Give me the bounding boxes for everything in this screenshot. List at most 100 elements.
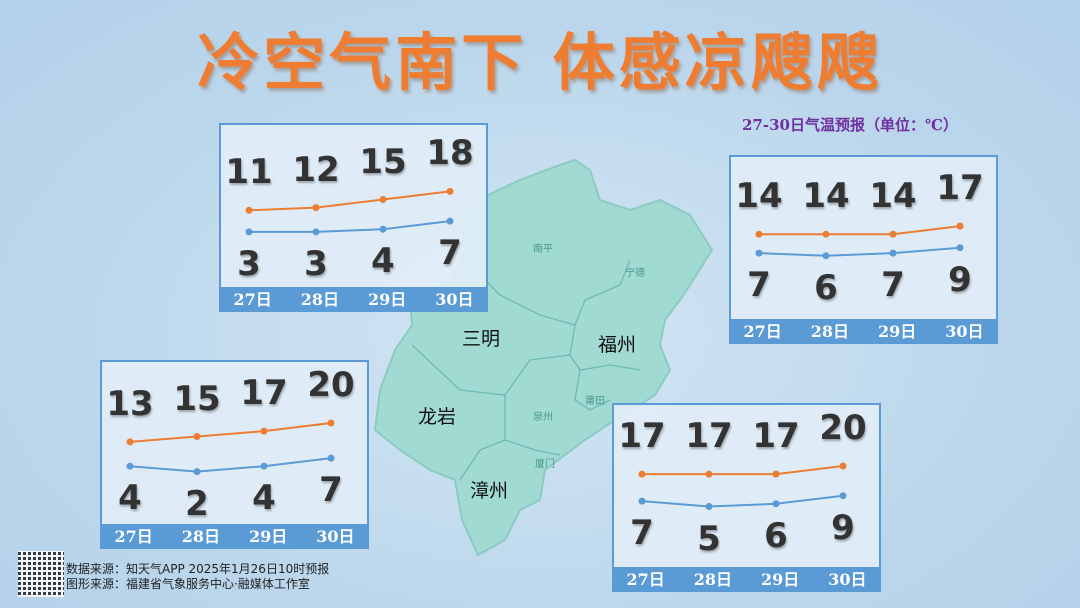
low-temp-point — [260, 462, 268, 470]
high-temp-point — [638, 470, 646, 478]
high-temp-point — [327, 419, 335, 427]
high-temp-point — [312, 204, 320, 212]
low-temp-point — [193, 468, 201, 476]
low-temp-point — [839, 492, 847, 500]
map-label-xiamen: 厦门 — [535, 459, 555, 470]
low-temp-label: 7 — [438, 233, 462, 274]
low-temp-label: 4 — [252, 478, 276, 519]
date-label: 27日 — [743, 322, 782, 341]
high-temp-point — [772, 470, 780, 478]
low-temp-label: 9 — [948, 259, 972, 300]
map-label-ningde: 宁德 — [625, 268, 645, 279]
date-bar: 27日 28日 29日 30日 — [729, 319, 998, 344]
high-temp-label: 17 — [240, 373, 288, 414]
date-label: 29日 — [248, 527, 288, 546]
low-temp-point — [956, 244, 964, 252]
high-temp-line — [759, 225, 961, 236]
high-temp-point — [755, 230, 763, 238]
high-temp-label: 17 — [685, 416, 733, 457]
high-temp-label: 17 — [936, 168, 984, 209]
high-temp-point — [889, 230, 897, 238]
low-temp-label: 7 — [319, 470, 343, 511]
low-temp-label: 7 — [881, 265, 905, 306]
map-label-nanping: 南平 — [533, 244, 553, 255]
high-temp-line — [248, 190, 451, 212]
high-temp-point — [126, 438, 134, 446]
high-temp-label: 14 — [735, 176, 783, 217]
high-temp-label: 14 — [869, 176, 917, 217]
low-temp-point — [889, 249, 897, 257]
date-bar: 27日 28日 29日 30日 — [100, 524, 369, 549]
low-temp-point — [822, 252, 830, 260]
high-temp-label: 15 — [359, 141, 407, 182]
high-temp-line — [642, 465, 844, 476]
date-label: 28日 — [810, 322, 850, 341]
date-label: 30日 — [435, 290, 474, 309]
low-temp-label: 3 — [304, 243, 328, 284]
low-temp-label: 3 — [237, 243, 261, 284]
high-temp-line — [129, 422, 332, 443]
high-temp-point — [822, 230, 830, 238]
low-temp-label: 6 — [814, 267, 838, 308]
low-temp-label: 2 — [185, 483, 209, 524]
page-title: 冷空气南下 体感凉飕飕 — [197, 26, 883, 99]
map-label-zhangzhou: 漳州 — [470, 480, 509, 502]
date-bar: 27日 28日 29日 30日 — [612, 567, 881, 592]
high-temp-label: 11 — [225, 152, 273, 193]
low-temp-label: 7 — [630, 513, 654, 554]
high-temp-label: 20 — [307, 365, 355, 405]
high-temp-point — [956, 222, 964, 230]
low-temp-label: 4 — [371, 241, 395, 282]
unit-note: 27-30日气温预报（单位：℃） — [742, 116, 958, 134]
date-label: 30日 — [828, 570, 867, 589]
date-label: 29日 — [367, 290, 407, 309]
map-label-longyan: 龙岩 — [418, 406, 457, 428]
low-temp-point — [772, 500, 780, 508]
map-label-putian: 莆田 — [585, 396, 605, 407]
low-temp-line — [249, 220, 451, 233]
high-temp-label: 20 — [819, 408, 867, 448]
temperature-chart — [755, 222, 964, 260]
high-temp-label: 17 — [618, 416, 666, 457]
qr-code — [18, 551, 64, 597]
high-temp-point — [379, 196, 387, 203]
low-temp-label: 4 — [118, 478, 142, 519]
date-label: 29日 — [877, 322, 917, 341]
date-label: 30日 — [316, 527, 355, 546]
high-temp-label: 14 — [802, 176, 850, 217]
forecast-panel-longyan: 13 15 17 20 4 2 4 7 27日 28日 29日 30日 — [100, 360, 369, 549]
date-label: 28日 — [181, 527, 221, 546]
map-label-sanming: 三明 — [462, 328, 501, 350]
temperature-chart — [245, 187, 454, 236]
low-temp-line — [758, 246, 961, 257]
forecast-panel-fuzhou: 14 14 14 17 7 6 7 9 27日 28日 29日 30日 — [729, 155, 998, 344]
footer: 数据来源：知天气APP 2025年1月26日10时预报 图形来源：福建省气象服务… — [66, 562, 329, 592]
date-label: 28日 — [300, 290, 340, 309]
date-label: 29日 — [760, 570, 800, 589]
date-label: 27日 — [114, 527, 153, 546]
low-temp-point — [755, 249, 763, 257]
date-bar: 27日 28日 29日 30日 — [219, 287, 488, 312]
graphic-source: 图形来源：福建省气象服务中心·融媒体工作室 — [66, 577, 310, 591]
date-label: 28日 — [693, 570, 733, 589]
low-temp-point — [126, 462, 134, 470]
high-temp-point — [193, 433, 201, 440]
low-temp-line — [641, 494, 844, 508]
date-label: 30日 — [945, 322, 984, 341]
low-temp-point — [245, 228, 253, 236]
low-temp-point — [705, 503, 713, 510]
low-temp-label: 7 — [747, 265, 771, 306]
high-temp-label: 12 — [292, 149, 340, 190]
high-temp-point — [245, 206, 253, 214]
low-temp-label: 6 — [764, 515, 788, 556]
low-temp-point — [312, 228, 320, 236]
date-label: 27日 — [233, 290, 272, 309]
date-label: 27日 — [626, 570, 665, 589]
map-label-fuzhou: 福州 — [598, 334, 637, 356]
forecast-panel-sanming: 11 12 15 18 3 3 4 7 27日 28日 29日 30日 — [219, 123, 488, 312]
high-temp-label: 18 — [426, 133, 474, 174]
high-temp-point — [839, 462, 847, 470]
low-temp-label: 9 — [831, 507, 855, 548]
